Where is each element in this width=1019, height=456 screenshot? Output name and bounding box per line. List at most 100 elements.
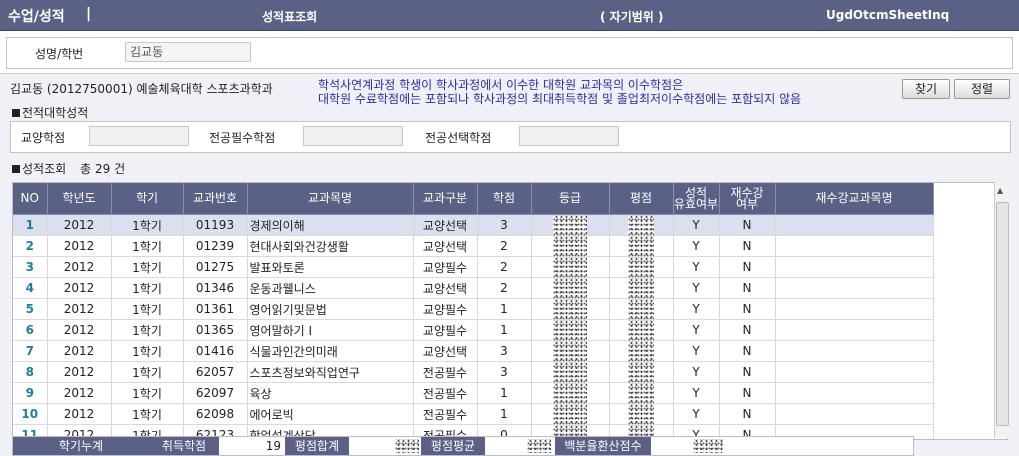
find-button[interactable]: 찾기 bbox=[902, 79, 950, 99]
row-course-code: 01275 bbox=[183, 256, 248, 278]
program-id: UgdOtcmSheetInq bbox=[826, 8, 950, 22]
masked-point bbox=[628, 404, 654, 424]
row-course-name: 발표와토론 bbox=[247, 256, 414, 278]
row-retake-course bbox=[775, 235, 934, 257]
row-course-name: 학업설계상담 bbox=[247, 424, 414, 439]
row-course-code: 01346 bbox=[183, 277, 248, 299]
scroll-up-arrow-icon[interactable]: ▲ bbox=[997, 186, 1004, 195]
table-row[interactable]: 11 2012 1학기 62123 학업설계상담 전공필수 0 Y N bbox=[13, 424, 934, 439]
masked-grade bbox=[553, 257, 587, 277]
row-year: 2012 bbox=[47, 319, 112, 341]
row-retake: N bbox=[719, 298, 776, 320]
grades-body: 1 2012 1학기 01193 경제의이해 교양선택 3 Y N 2 2012 1학기 01239 현대… bbox=[13, 214, 934, 439]
row-valid: Y bbox=[673, 256, 720, 278]
row-grade bbox=[531, 256, 610, 278]
row-no: 6 bbox=[13, 319, 48, 341]
row-retake-course bbox=[775, 319, 934, 341]
row-category: 전공필수 bbox=[413, 361, 478, 383]
table-row[interactable]: 6 2012 1학기 01365 영어말하기 I 교양필수 1 Y N bbox=[13, 319, 934, 341]
row-category: 교양필수 bbox=[413, 256, 478, 278]
row-category: 교양선택 bbox=[413, 214, 478, 236]
masked-point bbox=[628, 236, 654, 256]
row-course-name: 식물과인간의미래 bbox=[247, 340, 414, 362]
col-retake-course[interactable]: 재수강교과목명 bbox=[775, 183, 934, 215]
row-point bbox=[609, 403, 674, 425]
row-year: 2012 bbox=[47, 298, 112, 320]
col-semester[interactable]: 학기 bbox=[111, 183, 184, 215]
scroll-thumb[interactable] bbox=[996, 202, 1009, 426]
masked-grade bbox=[553, 341, 587, 361]
prev-section-title: 전적대학성적 bbox=[22, 106, 89, 120]
sort-button[interactable]: 정렬 bbox=[954, 79, 1010, 99]
col-point[interactable]: 평점 bbox=[609, 183, 674, 215]
row-retake-course bbox=[775, 298, 934, 320]
row-grade bbox=[531, 403, 610, 425]
row-semester: 1학기 bbox=[111, 214, 184, 236]
table-row[interactable]: 10 2012 1학기 62098 에어로빅 전공필수 1 Y N bbox=[13, 403, 934, 425]
col-course-name[interactable]: 교과목명 bbox=[247, 183, 414, 215]
row-grade bbox=[531, 298, 610, 320]
row-year: 2012 bbox=[47, 235, 112, 257]
table-row[interactable]: 5 2012 1학기 01361 영어읽기및문법 교양필수 1 Y N bbox=[13, 298, 934, 320]
table-row[interactable]: 9 2012 1학기 62097 육상 전공필수 1 Y N bbox=[13, 382, 934, 404]
col-valid[interactable]: 성적 유효여부 bbox=[673, 183, 720, 215]
row-course-name: 운동과웰니스 bbox=[247, 277, 414, 299]
masked-grade bbox=[553, 404, 587, 424]
row-valid: Y bbox=[673, 298, 720, 320]
row-course-name: 육상 bbox=[247, 382, 414, 404]
row-credits: 2 bbox=[477, 277, 532, 299]
row-semester: 1학기 bbox=[111, 340, 184, 362]
table-row[interactable]: 2 2012 1학기 01239 현대사회와건강생활 교양선택 2 Y N bbox=[13, 235, 934, 257]
masked-point bbox=[628, 425, 654, 439]
row-year: 2012 bbox=[47, 382, 112, 404]
col-year[interactable]: 학년도 bbox=[47, 183, 112, 215]
notice-line-2: 대학원 수료학점에는 포함되나 학사과정의 최대취득학점 및 졸업최저이수학점에… bbox=[318, 92, 802, 106]
row-credits: 3 bbox=[477, 214, 532, 236]
table-row[interactable]: 1 2012 1학기 01193 경제의이해 교양선택 3 Y N bbox=[13, 214, 934, 236]
major-elective-credits-field bbox=[519, 126, 619, 146]
name-id-label: 성명/학번 bbox=[35, 47, 84, 61]
col-no[interactable]: NO bbox=[13, 183, 48, 215]
gpa-sum-label: 평점합계 bbox=[285, 437, 349, 455]
summary-bar: 학기누계 취득학점 19 평점합계 평점평균 백분율환산점수 bbox=[12, 436, 914, 456]
row-point bbox=[609, 235, 674, 257]
table-row[interactable]: 4 2012 1학기 01346 운동과웰니스 교양선택 2 Y N bbox=[13, 277, 934, 299]
vertical-scrollbar[interactable]: ▲ bbox=[994, 182, 1009, 438]
menu-title: 수업/성적 bbox=[8, 9, 65, 25]
table-row[interactable]: 8 2012 1학기 62057 스포츠정보와직업연구 전공필수 3 Y N bbox=[13, 361, 934, 383]
row-no: 8 bbox=[13, 361, 48, 383]
row-point bbox=[609, 340, 674, 362]
row-credits: 0 bbox=[477, 424, 532, 439]
row-year: 2012 bbox=[47, 340, 112, 362]
row-semester: 1학기 bbox=[111, 424, 184, 439]
earned-credits-label: 취득학점 bbox=[149, 437, 219, 455]
row-no: 4 bbox=[13, 277, 48, 299]
col-grade[interactable]: 등급 bbox=[531, 183, 610, 215]
row-no: 1 bbox=[13, 214, 48, 236]
row-year: 2012 bbox=[47, 403, 112, 425]
row-retake: N bbox=[719, 277, 776, 299]
percent-score-label: 백분율환산점수 bbox=[555, 437, 651, 455]
col-credits[interactable]: 학점 bbox=[477, 183, 532, 215]
row-retake-course bbox=[775, 403, 934, 425]
row-point bbox=[609, 214, 674, 236]
row-course-code: 62123 bbox=[183, 424, 248, 439]
gpa-avg-value bbox=[527, 439, 551, 453]
col-retake[interactable]: 재수강 여부 bbox=[719, 183, 776, 215]
col-course-code[interactable]: 교과번호 bbox=[183, 183, 248, 215]
table-row[interactable]: 7 2012 1학기 01416 식물과인간의미래 교양선택 3 Y N bbox=[13, 340, 934, 362]
row-course-code: 01416 bbox=[183, 340, 248, 362]
row-course-code: 01361 bbox=[183, 298, 248, 320]
row-semester: 1학기 bbox=[111, 361, 184, 383]
grade-section-heading: 성적조회 총 29 건 bbox=[12, 160, 125, 177]
name-id-input[interactable]: 김교동 bbox=[125, 42, 251, 62]
row-grade bbox=[531, 319, 610, 341]
notice-text: 학석사연계과정 학생이 학사과정에서 이수한 대학원 교과목의 이수학점은 대학… bbox=[318, 78, 801, 106]
general-credits-field bbox=[89, 126, 189, 146]
table-row[interactable]: 3 2012 1학기 01275 발표와토론 교양필수 2 Y N bbox=[13, 256, 934, 278]
col-category[interactable]: 교과구분 bbox=[413, 183, 478, 215]
row-retake: N bbox=[719, 214, 776, 236]
main-panel: 김교동 (2012750001) 예술체육대학 스포츠과학과 학석사연계과정 학… bbox=[0, 73, 1019, 456]
row-point bbox=[609, 256, 674, 278]
masked-point bbox=[628, 320, 654, 340]
